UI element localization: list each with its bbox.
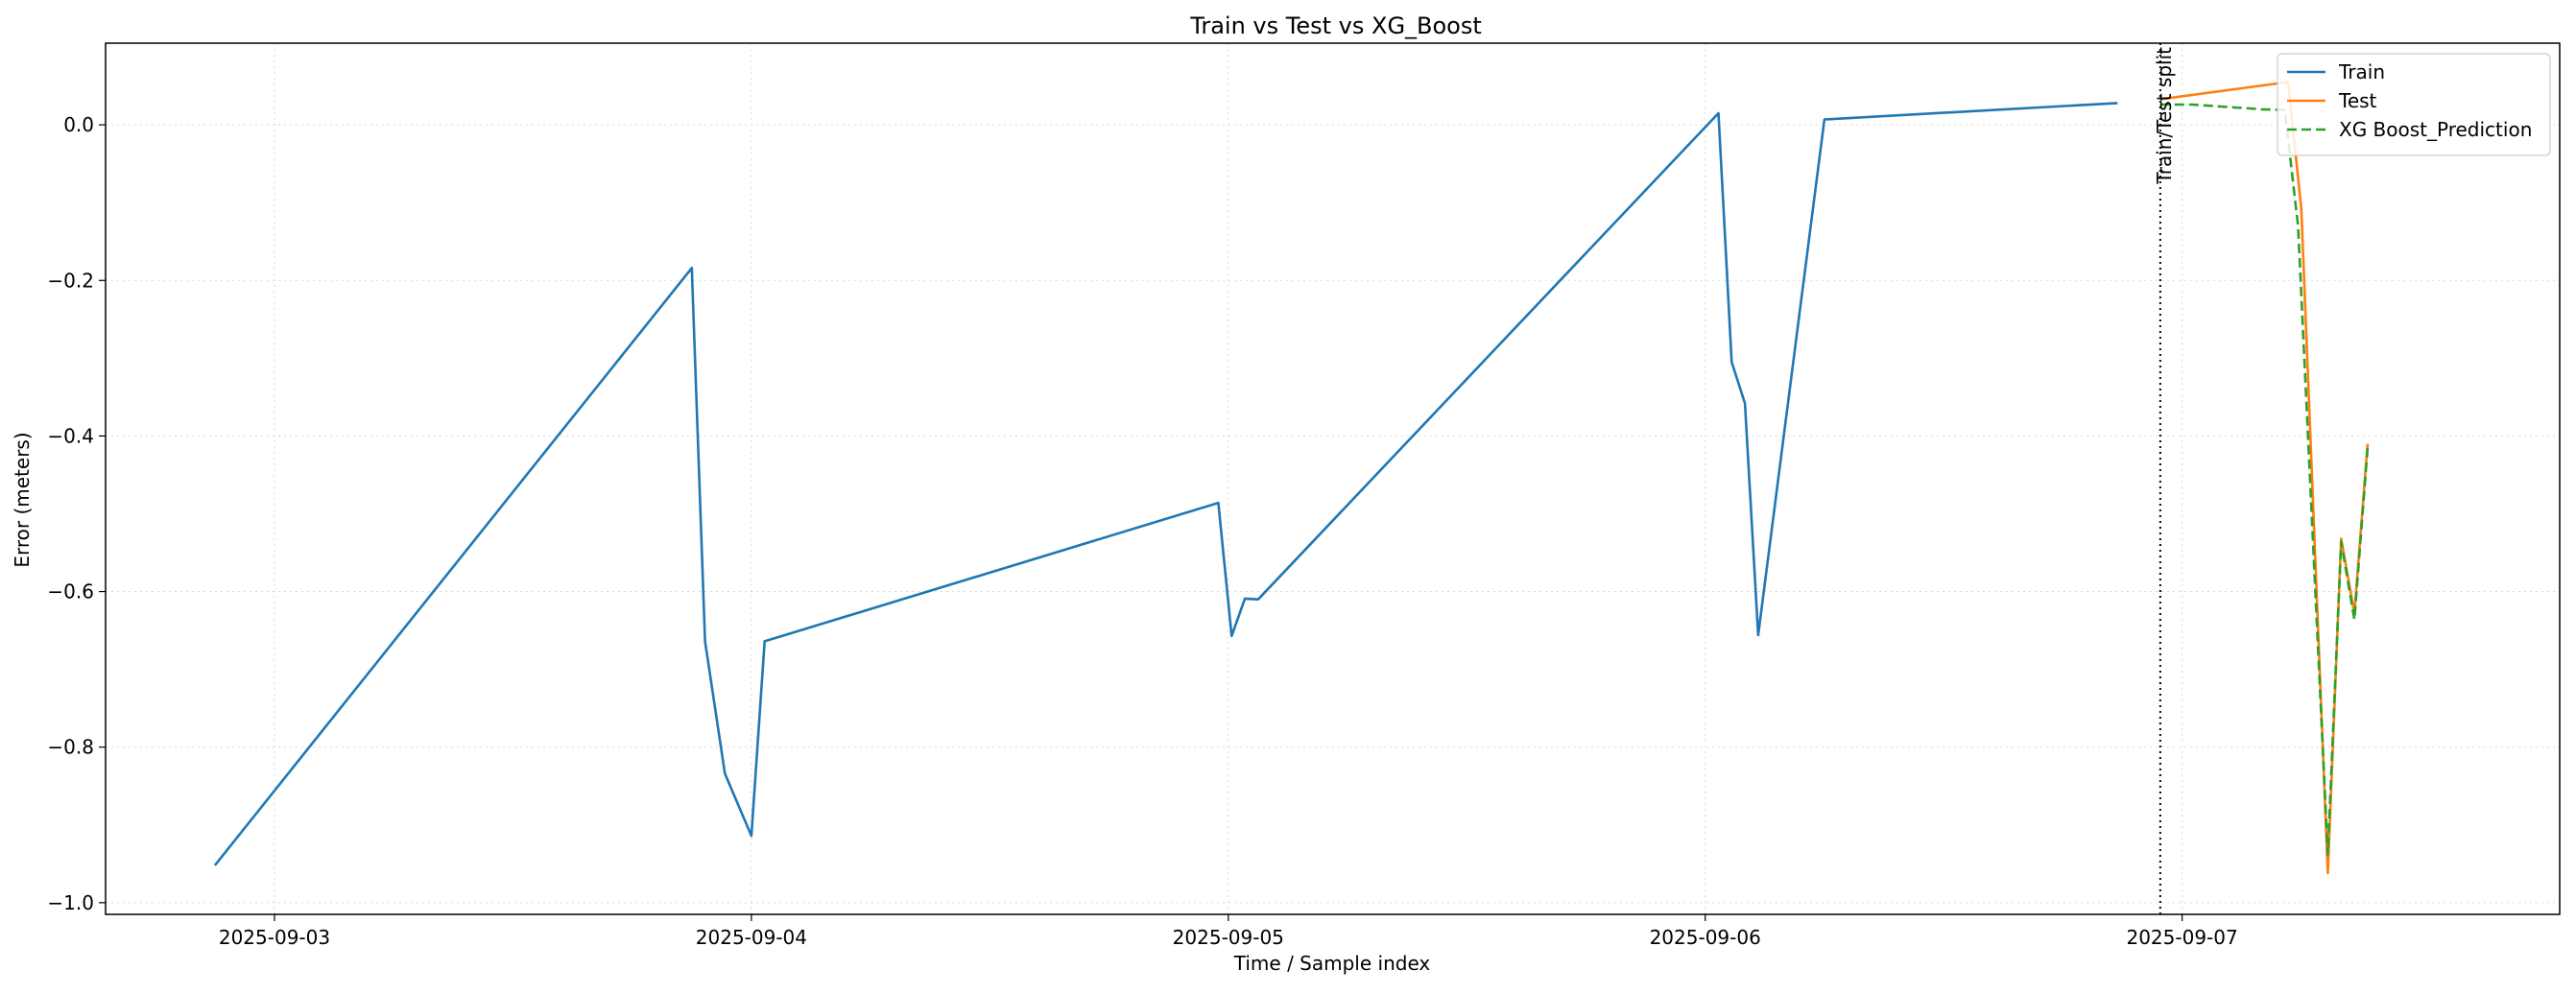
x-tick-label: 2025-09-06 (1650, 926, 1761, 949)
x-axis-label: Time / Sample index (1233, 952, 1431, 975)
legend-label: Train (2338, 60, 2385, 83)
legend-label: XG Boost_Prediction (2339, 118, 2532, 141)
legend-label: Test (2338, 89, 2377, 112)
y-tick-label: −0.4 (47, 424, 94, 447)
legend-box (2277, 53, 2551, 156)
chart-title: Train vs Test vs XG_Boost (1189, 12, 1482, 39)
legend: Train Test XG Boost_Prediction (2277, 53, 2551, 156)
x-tick-label: 2025-09-05 (1173, 926, 1284, 949)
y-tick-label: −1.0 (47, 891, 94, 914)
x-axis-ticks: 2025-09-03 2025-09-04 2025-09-05 2025-09-06… (219, 914, 2238, 949)
series-line-train (213, 102, 2118, 866)
y-axis-ticks: 0.0 −0.2 −0.4 −0.6 −0.8 −1.0 (47, 113, 106, 914)
x-tick-label: 2025-09-07 (2126, 926, 2237, 949)
y-tick-label: −0.2 (47, 269, 94, 292)
x-tick-label: 2025-09-03 (219, 926, 330, 949)
train-test-split-label: Train/Test split (2153, 47, 2176, 185)
y-tick-label: −0.6 (47, 580, 94, 604)
y-axis-label: Error (meters) (11, 432, 34, 567)
x-tick-label: 2025-09-04 (696, 926, 807, 949)
y-tick-label: −0.8 (47, 736, 94, 759)
annotation-layer: Train/Test split (2153, 43, 2176, 914)
plot-frame (105, 42, 2561, 915)
grid (106, 43, 2560, 914)
y-tick-label: 0.0 (63, 113, 94, 136)
